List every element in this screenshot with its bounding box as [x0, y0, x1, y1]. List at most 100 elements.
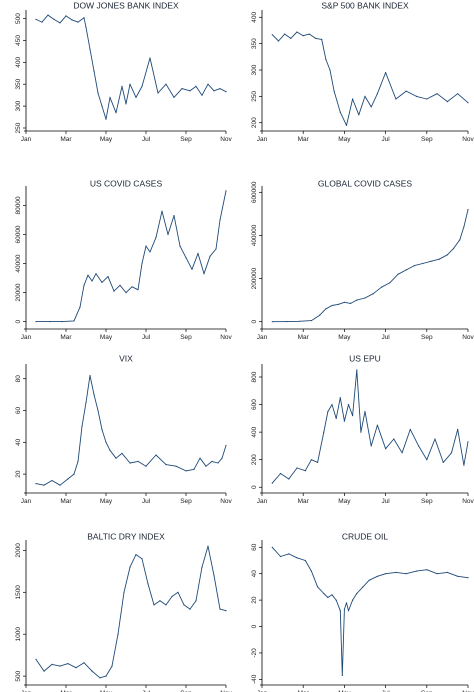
data-point: [296, 467, 298, 469]
x-tick-label: Sep: [421, 334, 433, 341]
series-line: [35, 375, 227, 486]
data-point: [333, 90, 335, 92]
data-point: [175, 465, 177, 467]
data-point: [89, 48, 91, 50]
data-point: [319, 314, 321, 316]
data-point: [352, 415, 354, 417]
data-point: [325, 58, 327, 61]
data-point: [43, 484, 45, 486]
data-point: [101, 281, 103, 283]
series-line: [271, 369, 469, 484]
data-point: [67, 478, 69, 480]
x-tick-label: Jan: [257, 690, 268, 692]
data-point: [405, 90, 407, 92]
data-point: [347, 404, 350, 406]
chart-title: DOW JONES BANK INDEX: [73, 0, 179, 10]
y-tick-label: 40: [15, 438, 22, 446]
y-tick-label: 200: [251, 454, 258, 465]
x-tick-label: Jul: [381, 498, 390, 505]
data-point: [197, 252, 199, 254]
x-tick-label: Mar: [60, 136, 72, 143]
data-point: [395, 571, 397, 574]
series-line: [272, 209, 469, 323]
y-tick-label: 450: [15, 35, 22, 46]
data-point: [385, 448, 387, 450]
data-point: [73, 320, 75, 322]
data-point: [413, 265, 415, 267]
data-point: [189, 90, 191, 92]
data-point: [286, 321, 288, 323]
data-point: [438, 258, 440, 260]
y-tick-label: 300: [15, 100, 22, 111]
data-point: [393, 438, 395, 440]
data-point: [75, 667, 77, 669]
data-point: [179, 245, 181, 247]
data-point: [284, 33, 286, 35]
x-tick-label: Mar: [298, 136, 310, 143]
data-point: [339, 610, 341, 612]
data-point: [457, 428, 459, 430]
data-point: [385, 72, 387, 74]
x-tick-label: Mar: [298, 690, 310, 692]
chart-panel: GLOBAL COVID CASES 0 200000 400000 600000 Jan…: [251, 178, 474, 341]
data-point: [310, 570, 312, 572]
x-tick-label: Nov: [462, 334, 474, 341]
y-tick-label: 1000: [15, 627, 22, 642]
data-point: [360, 431, 362, 433]
chart-panel: US COVID CASES 0 20000 40000 60000 80000 Jan Ma…: [15, 178, 233, 341]
data-point: [109, 96, 111, 98]
x-tick-label: Nov: [462, 690, 474, 692]
data-point: [350, 302, 352, 304]
x-tick-label: Jan: [257, 498, 268, 505]
data-point: [271, 34, 273, 36]
y-tick-label: 600000: [251, 181, 258, 203]
data-point: [135, 96, 137, 98]
data-point: [51, 663, 53, 666]
data-point: [109, 449, 111, 451]
y-tick-label: 400: [251, 426, 258, 437]
chart-panel: DOW JONES BANK INDEX 250 300 350 400 450 500 Ja…: [15, 0, 233, 143]
data-point: [105, 118, 107, 120]
data-point: [141, 262, 143, 265]
x-tick-label: May: [338, 334, 351, 341]
data-point: [331, 304, 333, 307]
data-point: [207, 83, 209, 85]
data-point: [356, 592, 358, 595]
x-tick-label: May: [338, 136, 351, 143]
data-point: [121, 85, 123, 87]
data-point: [321, 38, 323, 41]
data-point: [296, 31, 298, 33]
x-tick-label: Jul: [142, 136, 151, 143]
data-point: [99, 677, 101, 679]
x-tick-label: Sep: [180, 136, 192, 143]
x-tick-label: Jul: [381, 136, 390, 143]
data-point: [327, 596, 329, 599]
data-point: [79, 306, 81, 308]
data-point: [67, 663, 69, 665]
chart-panel: US EPU 0 200 400 600 800 Jan Mar May Jul Sep Nov: [251, 353, 474, 505]
data-point: [288, 553, 290, 555]
data-point: [165, 604, 167, 606]
data-point: [219, 608, 221, 610]
data-point: [41, 21, 43, 23]
data-point: [436, 93, 438, 95]
data-point: [434, 438, 436, 440]
x-tick-label: Sep: [421, 498, 433, 505]
y-tick-label: -20: [251, 648, 258, 658]
y-tick-label: 80: [15, 375, 22, 383]
data-point: [401, 452, 403, 454]
data-point: [107, 276, 109, 278]
data-point: [463, 464, 465, 466]
chart-panel: VIX 20 40 60 80 Jan Mar May Jul Sep Nov: [15, 353, 233, 505]
data-point: [77, 21, 79, 23]
data-point: [376, 424, 378, 426]
data-point: [298, 320, 300, 322]
data-point: [341, 674, 343, 677]
x-tick-label: May: [338, 498, 351, 505]
data-point: [165, 464, 167, 466]
chart-title: GLOBAL COVID CASES: [318, 178, 412, 188]
series-line: [36, 190, 227, 323]
data-point: [409, 428, 411, 430]
data-point: [467, 102, 469, 104]
x-tick-label: Nov: [462, 498, 474, 505]
